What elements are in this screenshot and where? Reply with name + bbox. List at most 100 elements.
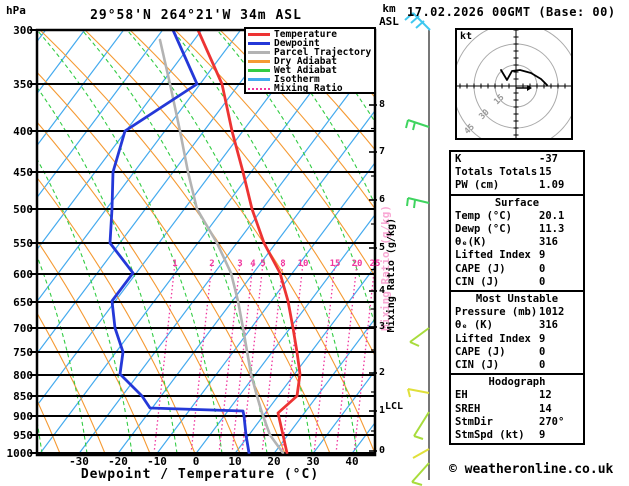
stats-value: 0 [539, 359, 546, 372]
ring-label: 45 [463, 122, 477, 136]
mixing-ratio-tick-label: 4 [250, 259, 256, 269]
stats-value: 316 [539, 236, 558, 249]
stats-label: CAPE (J) [455, 345, 506, 358]
wind-barb [404, 12, 431, 31]
stats-label: Dewp (°C) [455, 223, 512, 236]
legend-label: Isotherm [274, 74, 320, 85]
legend-label: Wet Adiabat [274, 65, 337, 76]
legend-item: Isotherm [248, 75, 374, 84]
ring-label: 30 [477, 108, 491, 122]
stats-row: StmSpd (kt) 9 [455, 429, 579, 442]
x-tick-label: 30 [306, 455, 320, 468]
km-tick-label: 1 [379, 405, 386, 416]
stats-value: 14 [539, 402, 552, 415]
pressure-tick-label: 900 [13, 410, 33, 423]
stats-section-header: Most Unstable [475, 293, 559, 306]
legend-label: Dewpoint [274, 38, 320, 49]
x-tick-label: 20 [267, 455, 281, 468]
ring-label: 15 [492, 93, 506, 107]
x-axis-title: Dewpoint / Temperature (°C) [80, 467, 320, 482]
legend-label: Dry Adiabat [274, 56, 337, 67]
stats-value: 1012 [539, 306, 565, 319]
km-tick-label: 8 [379, 99, 386, 110]
asl-unit-label: ASL [379, 15, 399, 28]
stats-value: 0 [539, 275, 546, 288]
wind-barb [411, 462, 430, 486]
legend-swatch [248, 42, 270, 45]
stats-row: SREH 14 [455, 403, 579, 416]
x-tick-label: 0 [192, 455, 200, 468]
stats-section: Surface Temp (°C) 20.1 Dewp (°C) 11.3 θₑ(K) 31… [449, 193, 585, 293]
legend-item: Parcel Trajectory [248, 48, 374, 57]
x-tick-label: -30 [69, 455, 89, 468]
stats-row: Temp (°C) 20.1 [455, 210, 579, 223]
pressure-unit-label: hPa [6, 4, 26, 17]
stats-row: Dewp (°C) 11.3 [455, 223, 579, 236]
stats-label: K [455, 153, 462, 165]
pressure-tick-label: 600 [13, 268, 33, 281]
stats-row: StmDir 270° [455, 416, 579, 429]
pressure-tick-label: 400 [13, 125, 33, 138]
stats-row: θₑ(K) 316 [455, 236, 579, 249]
pressure-tick-label: 550 [13, 237, 33, 250]
stats-value: 270° [539, 415, 565, 428]
legend-label: Parcel Trajectory [274, 47, 372, 58]
stats-section: K -37 Totals Totals 15 PW (cm) 1.09 [449, 150, 585, 196]
legend-swatch [248, 51, 270, 54]
axis-ticks [30, 29, 377, 454]
legend-label: Temperature [274, 29, 337, 40]
mixing-ratio-tick-label: 5 [260, 259, 266, 269]
km-tick-label: 6 [379, 194, 386, 205]
stats-value: 316 [539, 319, 558, 332]
stats-label: θₑ (K) [455, 319, 493, 332]
km-tick-label: 0 [379, 445, 386, 456]
stats-section: Most Unstable Pressure (mb) 1012 θₑ (K) 316 L… [449, 290, 585, 376]
stats-label: θₑ(K) [455, 236, 487, 249]
pressure-tick-label: 450 [13, 166, 33, 179]
x-tick-label: -20 [108, 455, 128, 468]
stats-label: Lifted Index [455, 249, 531, 262]
stats-value: 9 [539, 332, 546, 345]
stats-label: Lifted Index [455, 332, 531, 345]
pressure-tick-label: 300 [13, 24, 33, 37]
legend-item: Dewpoint [248, 39, 374, 48]
pressure-tick-label: 1000 [6, 447, 34, 460]
hodograph-unit-label: kt [460, 31, 473, 42]
footer-credit: © weatheronline.co.uk [449, 462, 614, 477]
stats-value: 9 [539, 429, 546, 442]
legend-label: Mixing Ratio [274, 83, 343, 94]
stats-row: K -37 [455, 153, 579, 166]
stats-row: Lifted Index 9 [455, 333, 579, 346]
chart-title: 29°58'N 264°21'W 34m ASL [90, 8, 302, 23]
x-tick-label: 40 [345, 455, 359, 468]
mixing-ratio-tick-label: 2 [209, 259, 215, 269]
stats-label: Temp (°C) [455, 209, 512, 222]
stats-label: SREH [455, 402, 481, 415]
wind-barb [409, 327, 430, 347]
mixing-ratio-tick-label: 20 [351, 259, 363, 269]
km-tick-label: 3 [379, 321, 386, 332]
stats-label: Pressure (mb) [455, 306, 538, 319]
stats-row: CIN (J) 0 [455, 276, 579, 289]
stats-label: StmDir [455, 415, 493, 428]
km-tick-label: 4 [379, 285, 386, 296]
dry-adiabat-lines [38, 29, 374, 454]
stats-row: Pressure (mb) 1012 [455, 306, 579, 319]
stats-panel: K -37 Totals Totals 15 PW (cm) 1.09 Surface Tem… [449, 150, 585, 446]
stats-section-header: Surface [494, 196, 540, 209]
stats-row: EH 12 [455, 389, 579, 402]
km-unit-label: km [382, 2, 396, 15]
mixing-ratio-tick-label: 10 [297, 259, 309, 269]
date-label: 17.02.2026 00GMT (Base: 00) [407, 5, 616, 19]
pressure-tick-label: 850 [13, 390, 33, 403]
parcel-curve [158, 38, 285, 455]
hodograph-trace [500, 69, 548, 86]
lcl-label: LCL [385, 401, 404, 412]
stats-value: 1.09 [539, 179, 565, 192]
stats-row: Lifted Index 9 [455, 249, 579, 262]
mixing-ratio-tick-label: 8 [280, 259, 286, 269]
legend-swatch [248, 33, 270, 36]
